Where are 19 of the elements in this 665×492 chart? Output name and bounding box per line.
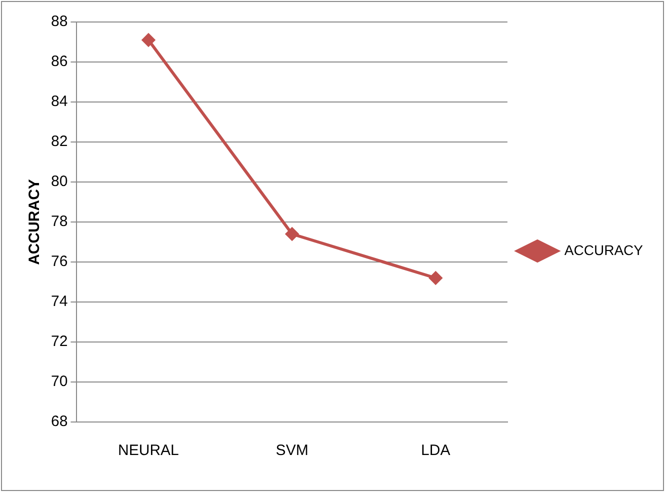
y-tick-label: 76 bbox=[50, 253, 68, 270]
y-tick-label: 74 bbox=[50, 293, 68, 310]
point bbox=[429, 272, 442, 284]
x-tick-label: LDA bbox=[421, 442, 450, 460]
x-tick-label: SVM bbox=[276, 442, 308, 460]
y-tick-label: 84 bbox=[50, 93, 68, 110]
legend-label: ACCURACY bbox=[564, 242, 644, 258]
point bbox=[286, 228, 299, 240]
y-tick-label: 70 bbox=[50, 373, 68, 390]
y-tick-label: 88 bbox=[50, 13, 68, 30]
y-tick-label: 86 bbox=[50, 53, 68, 70]
y-tick-label: 68 bbox=[50, 413, 68, 430]
point bbox=[142, 34, 155, 46]
x-tick-label: NEURAL bbox=[118, 442, 179, 460]
y-axis-title: ACCURACY bbox=[26, 179, 44, 265]
y-tick-label: 82 bbox=[50, 133, 68, 150]
y-tick-label: 72 bbox=[50, 333, 68, 350]
y-tick-label: 78 bbox=[50, 213, 68, 230]
y-tick-label: 80 bbox=[50, 173, 68, 190]
